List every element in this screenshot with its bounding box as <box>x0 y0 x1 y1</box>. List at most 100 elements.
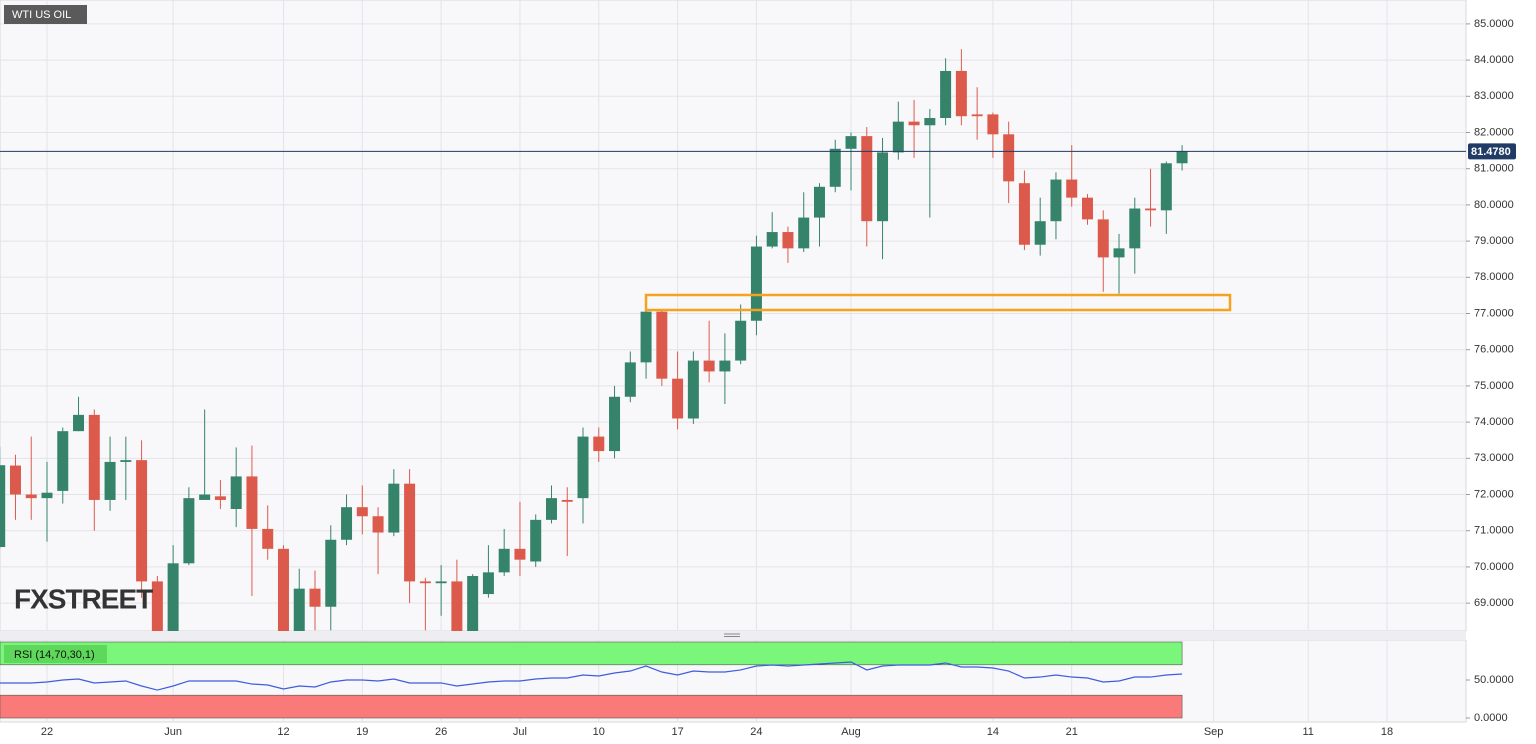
last-price-box <box>1468 143 1516 160</box>
candle-body <box>813 186 825 218</box>
candle-body <box>829 148 841 187</box>
candle-body <box>325 539 337 607</box>
candle-body <box>892 121 904 153</box>
x-tick-label: 12 <box>277 726 289 738</box>
y-tick-label: 69.0000 <box>1474 597 1514 609</box>
candle-body <box>57 431 69 491</box>
x-tick-label: Jun <box>164 726 182 738</box>
candle-body <box>719 360 731 372</box>
candle-body <box>246 476 258 529</box>
x-tick-label: 21 <box>1066 726 1078 738</box>
candle-body <box>1050 179 1062 222</box>
candle-body <box>845 136 857 149</box>
title-box <box>4 5 87 24</box>
candle-body <box>908 121 920 126</box>
candle-body <box>861 136 873 222</box>
candle-body <box>687 360 699 419</box>
candle-body <box>498 548 510 573</box>
candle-body <box>750 246 762 321</box>
rsi-band <box>0 694 1183 719</box>
x-tick-label: 19 <box>356 726 368 738</box>
candle-body <box>0 465 6 548</box>
y-tick-label: 84.0000 <box>1474 54 1514 66</box>
candle-body <box>545 498 557 520</box>
candle-body <box>136 460 148 582</box>
y-tick-label: 76.0000 <box>1474 344 1514 356</box>
candle-body <box>798 217 810 249</box>
candle-body <box>1097 219 1109 258</box>
y-tick-label: 73.0000 <box>1474 452 1514 464</box>
candle-body <box>230 476 242 509</box>
candle-body <box>1081 197 1093 220</box>
panel-divider[interactable] <box>0 631 1466 640</box>
support-zone <box>644 293 1232 312</box>
candle-body <box>404 483 416 582</box>
y-tick-label: 85.0000 <box>1474 18 1514 30</box>
candle-body <box>183 498 195 564</box>
candle-body <box>104 461 116 500</box>
candle-body <box>25 494 37 499</box>
y-tick-label: 80.0000 <box>1474 199 1514 211</box>
y-tick-label: 75.0000 <box>1474 380 1514 392</box>
x-tick-label: 14 <box>987 726 999 738</box>
candle-body <box>1160 163 1172 211</box>
candle-body <box>703 360 715 372</box>
rsi-line <box>0 661 1183 691</box>
candle-body <box>419 581 431 584</box>
candle-body <box>277 548 289 631</box>
y-tick-label: 78.0000 <box>1474 271 1514 283</box>
candle-body <box>151 581 163 631</box>
candle-body <box>782 232 794 249</box>
candle-body <box>987 114 999 135</box>
y-tick-label: 82.0000 <box>1474 126 1514 138</box>
candle-body <box>955 70 967 117</box>
x-tick-label: 22 <box>41 726 53 738</box>
candle-body <box>293 588 305 631</box>
candle-body <box>672 378 684 419</box>
candle-body <box>356 507 368 517</box>
candle-body <box>924 118 936 126</box>
candle-body <box>1129 208 1141 249</box>
x-tick-label: 11 <box>1302 726 1313 738</box>
y-tick-label: 72.0000 <box>1474 488 1514 500</box>
y-tick-label: 0.0000 <box>1474 712 1508 724</box>
candle-body <box>640 311 652 363</box>
candle-body <box>214 496 226 500</box>
main-panel <box>0 0 1467 632</box>
rsi-band <box>0 641 1183 666</box>
candle-body <box>167 563 179 631</box>
y-tick-label: 83.0000 <box>1474 90 1514 102</box>
candle-body <box>199 494 211 500</box>
watermark: FXSTREET <box>14 583 153 614</box>
candle-body <box>971 114 983 117</box>
candle-body <box>609 396 621 452</box>
candle-body <box>341 507 353 540</box>
y-tick-label: 79.0000 <box>1474 235 1514 247</box>
candle-body <box>1034 221 1046 245</box>
x-tick-label: Sep <box>1204 726 1224 738</box>
candle-body <box>1003 134 1015 182</box>
candle-body <box>1066 179 1078 198</box>
candle-body <box>940 70 952 119</box>
candle-body <box>451 581 463 631</box>
candle-body <box>561 499 573 502</box>
candle-body <box>1176 151 1188 164</box>
x-tick-label: 24 <box>750 726 762 738</box>
y-tick-label: 81.0000 <box>1474 163 1514 175</box>
x-tick-label: 10 <box>593 726 605 738</box>
divider-handle <box>724 633 740 637</box>
candle-body <box>1113 248 1125 258</box>
candle-body <box>88 414 100 500</box>
candle-body <box>656 311 668 379</box>
x-tick-label: 26 <box>435 726 447 738</box>
x-tick-label: 17 <box>671 726 683 738</box>
candle-body <box>530 519 542 562</box>
candle-body <box>624 362 636 397</box>
candle-body <box>577 436 589 499</box>
last-price-label: 81.4780 <box>1471 146 1511 158</box>
candle-body <box>73 414 85 432</box>
rsi-title-box <box>4 645 107 663</box>
rsi-line-group <box>0 661 1183 691</box>
candle-body <box>467 575 479 631</box>
